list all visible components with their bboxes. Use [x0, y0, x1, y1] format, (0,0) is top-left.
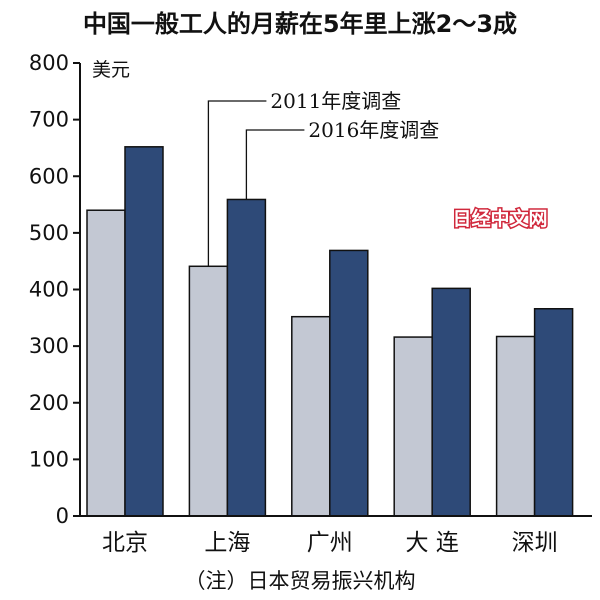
watermark-logo: 日经中文网: [452, 207, 547, 230]
bar-series1-2: [291, 315, 331, 517]
legend-leader-line: [207, 100, 267, 267]
y-tick-label: 100: [29, 447, 69, 471]
bar-series2-4: [533, 308, 574, 517]
y-tick-label: 200: [29, 391, 69, 415]
y-tick-label: 500: [29, 221, 69, 245]
bar-series1-0: [86, 209, 126, 517]
x-tick-label: 北京: [102, 530, 148, 556]
legend-leader-line: [245, 129, 305, 200]
bar-series2-1: [226, 198, 267, 517]
source-note: （注）日本贸易振兴机构: [185, 569, 416, 593]
y-tick-label: 0: [56, 504, 69, 528]
y-tick-label: 600: [29, 164, 69, 188]
bar-series2-0: [124, 146, 164, 517]
bars-group: [86, 146, 574, 517]
y-tick-label: 400: [29, 278, 69, 302]
legend-label-1: 2011年度调查: [270, 89, 401, 113]
y-tick-label: 700: [29, 108, 69, 132]
axes-group: 北京 上海 广州 大 连 深圳 0 100 200 300 400 500 600 700 800: [29, 51, 592, 556]
x-tick-label: 上海: [204, 530, 250, 556]
y-axis-unit-label: 美元: [92, 59, 130, 81]
x-tick-label: 大 连: [406, 530, 459, 556]
chart-title: 中国一般工人的月薪在5年里上涨2～3成: [83, 10, 517, 38]
bar-series1-4: [495, 335, 536, 517]
y-tick-label: 800: [29, 51, 69, 75]
bar-series2-2: [329, 249, 369, 517]
bar-series2-3: [431, 287, 471, 517]
x-tick-label: 广州: [307, 530, 353, 556]
x-tick-label: 深圳: [512, 530, 558, 556]
legend-group: 2011年度调查 2016年度调查: [207, 89, 439, 267]
y-tick-label: 300: [29, 334, 69, 358]
bar-series1-3: [393, 336, 433, 517]
bar-series1-1: [188, 265, 229, 517]
legend-label-2: 2016年度调查: [308, 118, 439, 142]
